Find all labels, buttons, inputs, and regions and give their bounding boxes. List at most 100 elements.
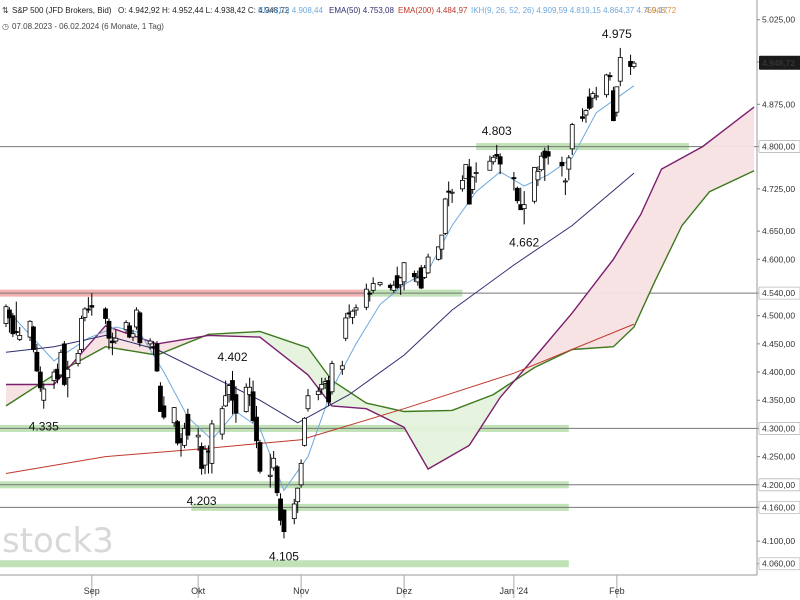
candle: [353, 304, 359, 316]
candle: [631, 60, 637, 69]
candle-body-down: [10, 315, 16, 335]
level-bands: [0, 143, 757, 568]
candle: [411, 270, 417, 282]
candle-body-down: [103, 308, 108, 319]
candle: [559, 156, 565, 177]
candle: [161, 396, 167, 420]
cloud-bearish: [517, 107, 755, 379]
y-tick-label: 4.060,00: [762, 559, 795, 569]
header-ema200: EMA(200) 4.484,97: [398, 6, 468, 15]
candle: [127, 322, 132, 339]
candle-body-down: [61, 343, 67, 385]
candle: [363, 283, 369, 311]
candle-body-down: [497, 156, 503, 165]
annotation-label: 4.105: [269, 549, 299, 563]
annotation-label: 4.203: [187, 494, 217, 508]
last-price-label: 4.948,72: [762, 58, 795, 68]
y-tick-label: 4.875,00: [762, 99, 795, 109]
candle-body-down: [37, 371, 43, 389]
candle-body-up: [535, 170, 541, 181]
candle-body-up: [566, 157, 572, 170]
x-tick-label: Sep: [84, 586, 100, 596]
annotation-label: 4.402: [217, 350, 247, 364]
candle: [37, 366, 43, 392]
candle: [490, 155, 496, 165]
candle-body-down: [185, 413, 191, 436]
candle: [61, 341, 67, 387]
x-tick-label: Nov: [293, 586, 310, 596]
candle: [569, 122, 575, 156]
candle-body-up: [449, 191, 455, 194]
candle-body-up: [329, 363, 335, 393]
candle: [154, 341, 160, 373]
candle-body-down: [511, 177, 517, 180]
candle-body-down: [367, 292, 373, 295]
candle: [79, 315, 84, 353]
candle-body-up: [243, 386, 249, 412]
candle: [185, 408, 191, 440]
candle: [75, 349, 81, 367]
candle: [137, 311, 143, 347]
candle-body-up: [521, 204, 527, 209]
candle-body-down: [161, 405, 167, 418]
candle: [617, 47, 623, 87]
candle: [449, 188, 455, 203]
annotation-label: 4.803: [482, 124, 512, 138]
candle: [281, 509, 287, 539]
candle: [243, 383, 249, 413]
header-instrument: S&P 500 (JFD Brokers, Bid): [12, 6, 112, 15]
candles: [3, 47, 637, 539]
candle: [302, 417, 307, 447]
candle-body-up: [425, 256, 431, 274]
candle-body-up: [473, 172, 479, 174]
y-tick-label: 4.650,00: [762, 226, 795, 236]
header-ikh: IKH(9, 26, 52, 26) 4.909,59 4.819,15 4.8…: [471, 6, 668, 15]
candle-body-down: [580, 116, 585, 119]
header-ema10: EMA(10) 4.908,44: [258, 6, 323, 15]
candle: [254, 405, 259, 449]
candle: [329, 360, 335, 395]
candle: [65, 360, 71, 398]
candle: [130, 329, 136, 342]
candle: [41, 383, 47, 409]
candle-body-up: [79, 318, 84, 350]
candle-body-up: [593, 95, 599, 98]
candle-body-up: [17, 335, 23, 340]
candle: [614, 86, 620, 117]
candle-body-up: [538, 155, 544, 171]
candle-body-up: [41, 388, 47, 401]
candle-body-up: [631, 62, 637, 67]
candle: [250, 380, 256, 423]
candle: [604, 73, 609, 98]
series-line-ema50: [5, 172, 635, 424]
candle-body-up: [305, 395, 311, 410]
candle: [319, 377, 325, 395]
candle-body-down: [233, 394, 239, 414]
candle: [17, 326, 23, 342]
y-tick-label: 4.100,00: [762, 536, 795, 546]
candle-body-down: [89, 305, 95, 308]
candle-body-up: [617, 57, 623, 82]
candle-body-up: [614, 86, 620, 113]
senkou-span-b-line: [6, 106, 755, 470]
y-tick-label: 4.300,00: [762, 423, 795, 433]
annotation-label: 4.335: [29, 420, 59, 434]
candle: [195, 428, 201, 451]
candle: [89, 293, 95, 316]
candle: [274, 465, 280, 497]
candle-body-down: [106, 320, 112, 339]
candle: [607, 72, 613, 81]
candle: [343, 312, 349, 342]
candle-body-up: [583, 110, 589, 116]
candle-body-up: [487, 160, 493, 171]
candle: [295, 487, 301, 513]
candle: [593, 86, 599, 101]
candle-body-up: [470, 176, 476, 190]
y-axis: 5.025,004.950,004.875,004.800,004.725,00…: [757, 15, 800, 571]
candle-body-up: [439, 234, 445, 250]
candle: [219, 405, 225, 440]
header-instrument-icon: ⇅: [2, 6, 9, 15]
candle: [223, 380, 229, 408]
